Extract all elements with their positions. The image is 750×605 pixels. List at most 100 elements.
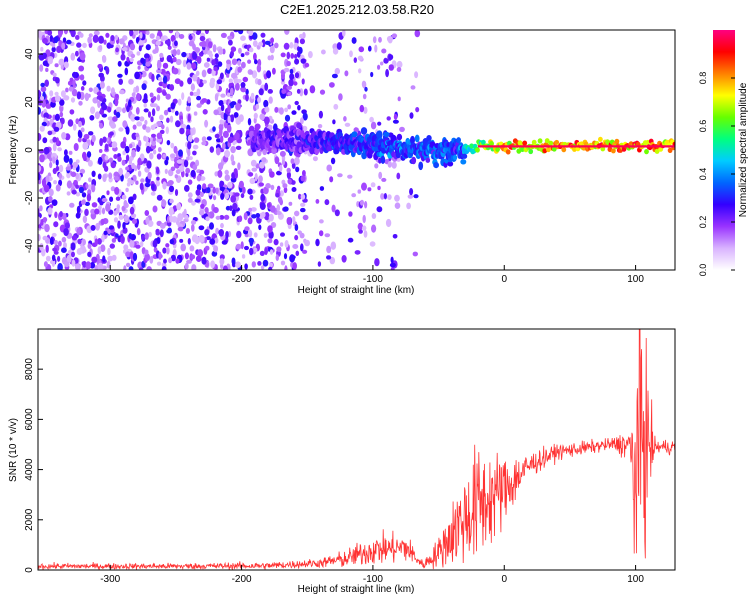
spectrogram-speckle [362, 214, 366, 224]
spectrogram-speckle [61, 247, 67, 253]
spectrogram-speckle [234, 192, 240, 197]
spectrogram-speckle [109, 131, 114, 136]
spectrogram-speckle [197, 249, 204, 258]
spectrogram-speckle [118, 78, 123, 85]
spectrogram-speckle [407, 194, 414, 199]
spectrogram-speckle [278, 107, 284, 115]
spectrogram-speckle [114, 97, 119, 107]
spectrogram-speckle [47, 207, 53, 215]
spectrogram-speckle [172, 56, 177, 63]
spectrogram-speckle [190, 254, 196, 260]
spectrogram-speckle [275, 193, 280, 198]
spectrogram-speckle [82, 142, 89, 150]
spectrogram-speckle [128, 143, 133, 149]
spectrogram-speckle [123, 244, 129, 250]
spectrogram-speckle [68, 86, 74, 92]
spectrogram-speckle [201, 40, 207, 48]
spectrogram-speckle [217, 61, 223, 67]
spectrogram-speckle [336, 42, 342, 50]
spectrogram-speckle [287, 104, 292, 110]
spectrogram-speckle [220, 192, 225, 200]
spectrogram-speckle [213, 109, 219, 116]
spectrogram-speckle [156, 153, 162, 160]
spectrogram-speckle [39, 64, 44, 72]
spectrogram-speckle [251, 214, 257, 219]
spectrogram-speckle [270, 54, 274, 61]
spectrogram-speckle [98, 35, 104, 44]
spectrogram-speckle [116, 106, 122, 113]
spectrogram-speckle [368, 45, 372, 52]
spectrogram-speckle [362, 225, 367, 231]
spectrogram-speckle [258, 88, 264, 96]
spectrogram-speckle [192, 150, 197, 156]
spectrogram-speckle [257, 78, 262, 86]
spectrogram-speckle [414, 30, 421, 38]
spectrogram-speckle [292, 216, 296, 224]
spectrogram-speckle [195, 189, 201, 196]
spectrogram-speckle [99, 122, 103, 129]
spectrogram-speckle [107, 106, 112, 113]
spectrogram-speckle [64, 149, 68, 157]
spectrogram-speckle [166, 246, 170, 255]
spectrogram-speckle [69, 109, 75, 115]
spectrogram-speckle [351, 37, 357, 44]
spectrogram-speckle [300, 175, 306, 182]
spectrogram-speckle [136, 92, 141, 101]
spectrogram-speckle [63, 30, 68, 35]
spectrogram-speckle [157, 147, 162, 153]
spectrogram-speckle [126, 105, 130, 113]
spectrogram-speckle [110, 161, 117, 169]
spectrogram-speckle [80, 86, 85, 91]
spectrogram-speckle [389, 262, 396, 268]
spectrogram-speckle [215, 82, 220, 91]
spectrogram-speckle [65, 87, 69, 93]
spectrogram-signal [461, 153, 468, 159]
spectrogram-speckle [117, 156, 122, 162]
spectrogram-speckle [153, 247, 158, 253]
spectrogram-speckle [228, 78, 233, 84]
spectrogram-speckle [230, 50, 234, 57]
spectrogram-speckle [214, 93, 219, 102]
spectrogram-speckle [267, 225, 273, 233]
spectrogram-speckle [222, 48, 226, 55]
spectrogram-speckle [409, 188, 414, 196]
spectrogram-speckle [115, 233, 119, 238]
spectrogram-speckle [47, 130, 53, 136]
spectrogram-speckle [378, 171, 383, 180]
spectrogram-speckle [248, 30, 254, 36]
spectrogram-speckle [193, 111, 198, 116]
spectrogram-speckle [55, 184, 61, 192]
spectrogram-speckle [58, 240, 62, 247]
spectrogram-speckle [138, 40, 144, 46]
spectrogram-speckle [195, 255, 202, 262]
spectrogram-speckle [237, 60, 242, 66]
spectrogram-speckle [284, 107, 289, 113]
spectrogram-speckle [227, 92, 231, 98]
spectrogram-speckle [282, 183, 288, 189]
spectrogram-speckle [196, 184, 202, 191]
spectrogram-speckle [249, 35, 254, 40]
spectrogram-speckle [301, 78, 305, 85]
spectrogram-speckle [201, 69, 207, 78]
spectrogram-speckle [154, 45, 159, 54]
spectrogram-speckle [380, 193, 385, 200]
spectrogram-speckle [69, 158, 73, 165]
spectrogram-speckle [118, 38, 125, 45]
spectrogram-speckle [77, 129, 82, 138]
spectrogram-speckle [149, 92, 154, 98]
spectrogram-speckle [129, 206, 135, 215]
spectrogram-speckle [242, 76, 249, 83]
spectrogram-speckle [184, 184, 190, 192]
snr-x-label: Height of straight line (km) [298, 584, 415, 595]
spectrogram-speckle [155, 231, 161, 236]
spectrogram-speckle [126, 56, 130, 63]
spectrogram-speckle [192, 51, 198, 60]
spectrogram-speckle [224, 169, 229, 175]
spectrogram-speckle [61, 236, 67, 243]
spectrogram-speckle [334, 67, 340, 75]
spectrogram-speckle [190, 62, 197, 70]
spectrogram-speckle [94, 238, 99, 247]
spectrogram-speckle [94, 208, 100, 215]
spectrogram-speckle [110, 35, 115, 42]
spectrogram-speckle [396, 60, 403, 69]
